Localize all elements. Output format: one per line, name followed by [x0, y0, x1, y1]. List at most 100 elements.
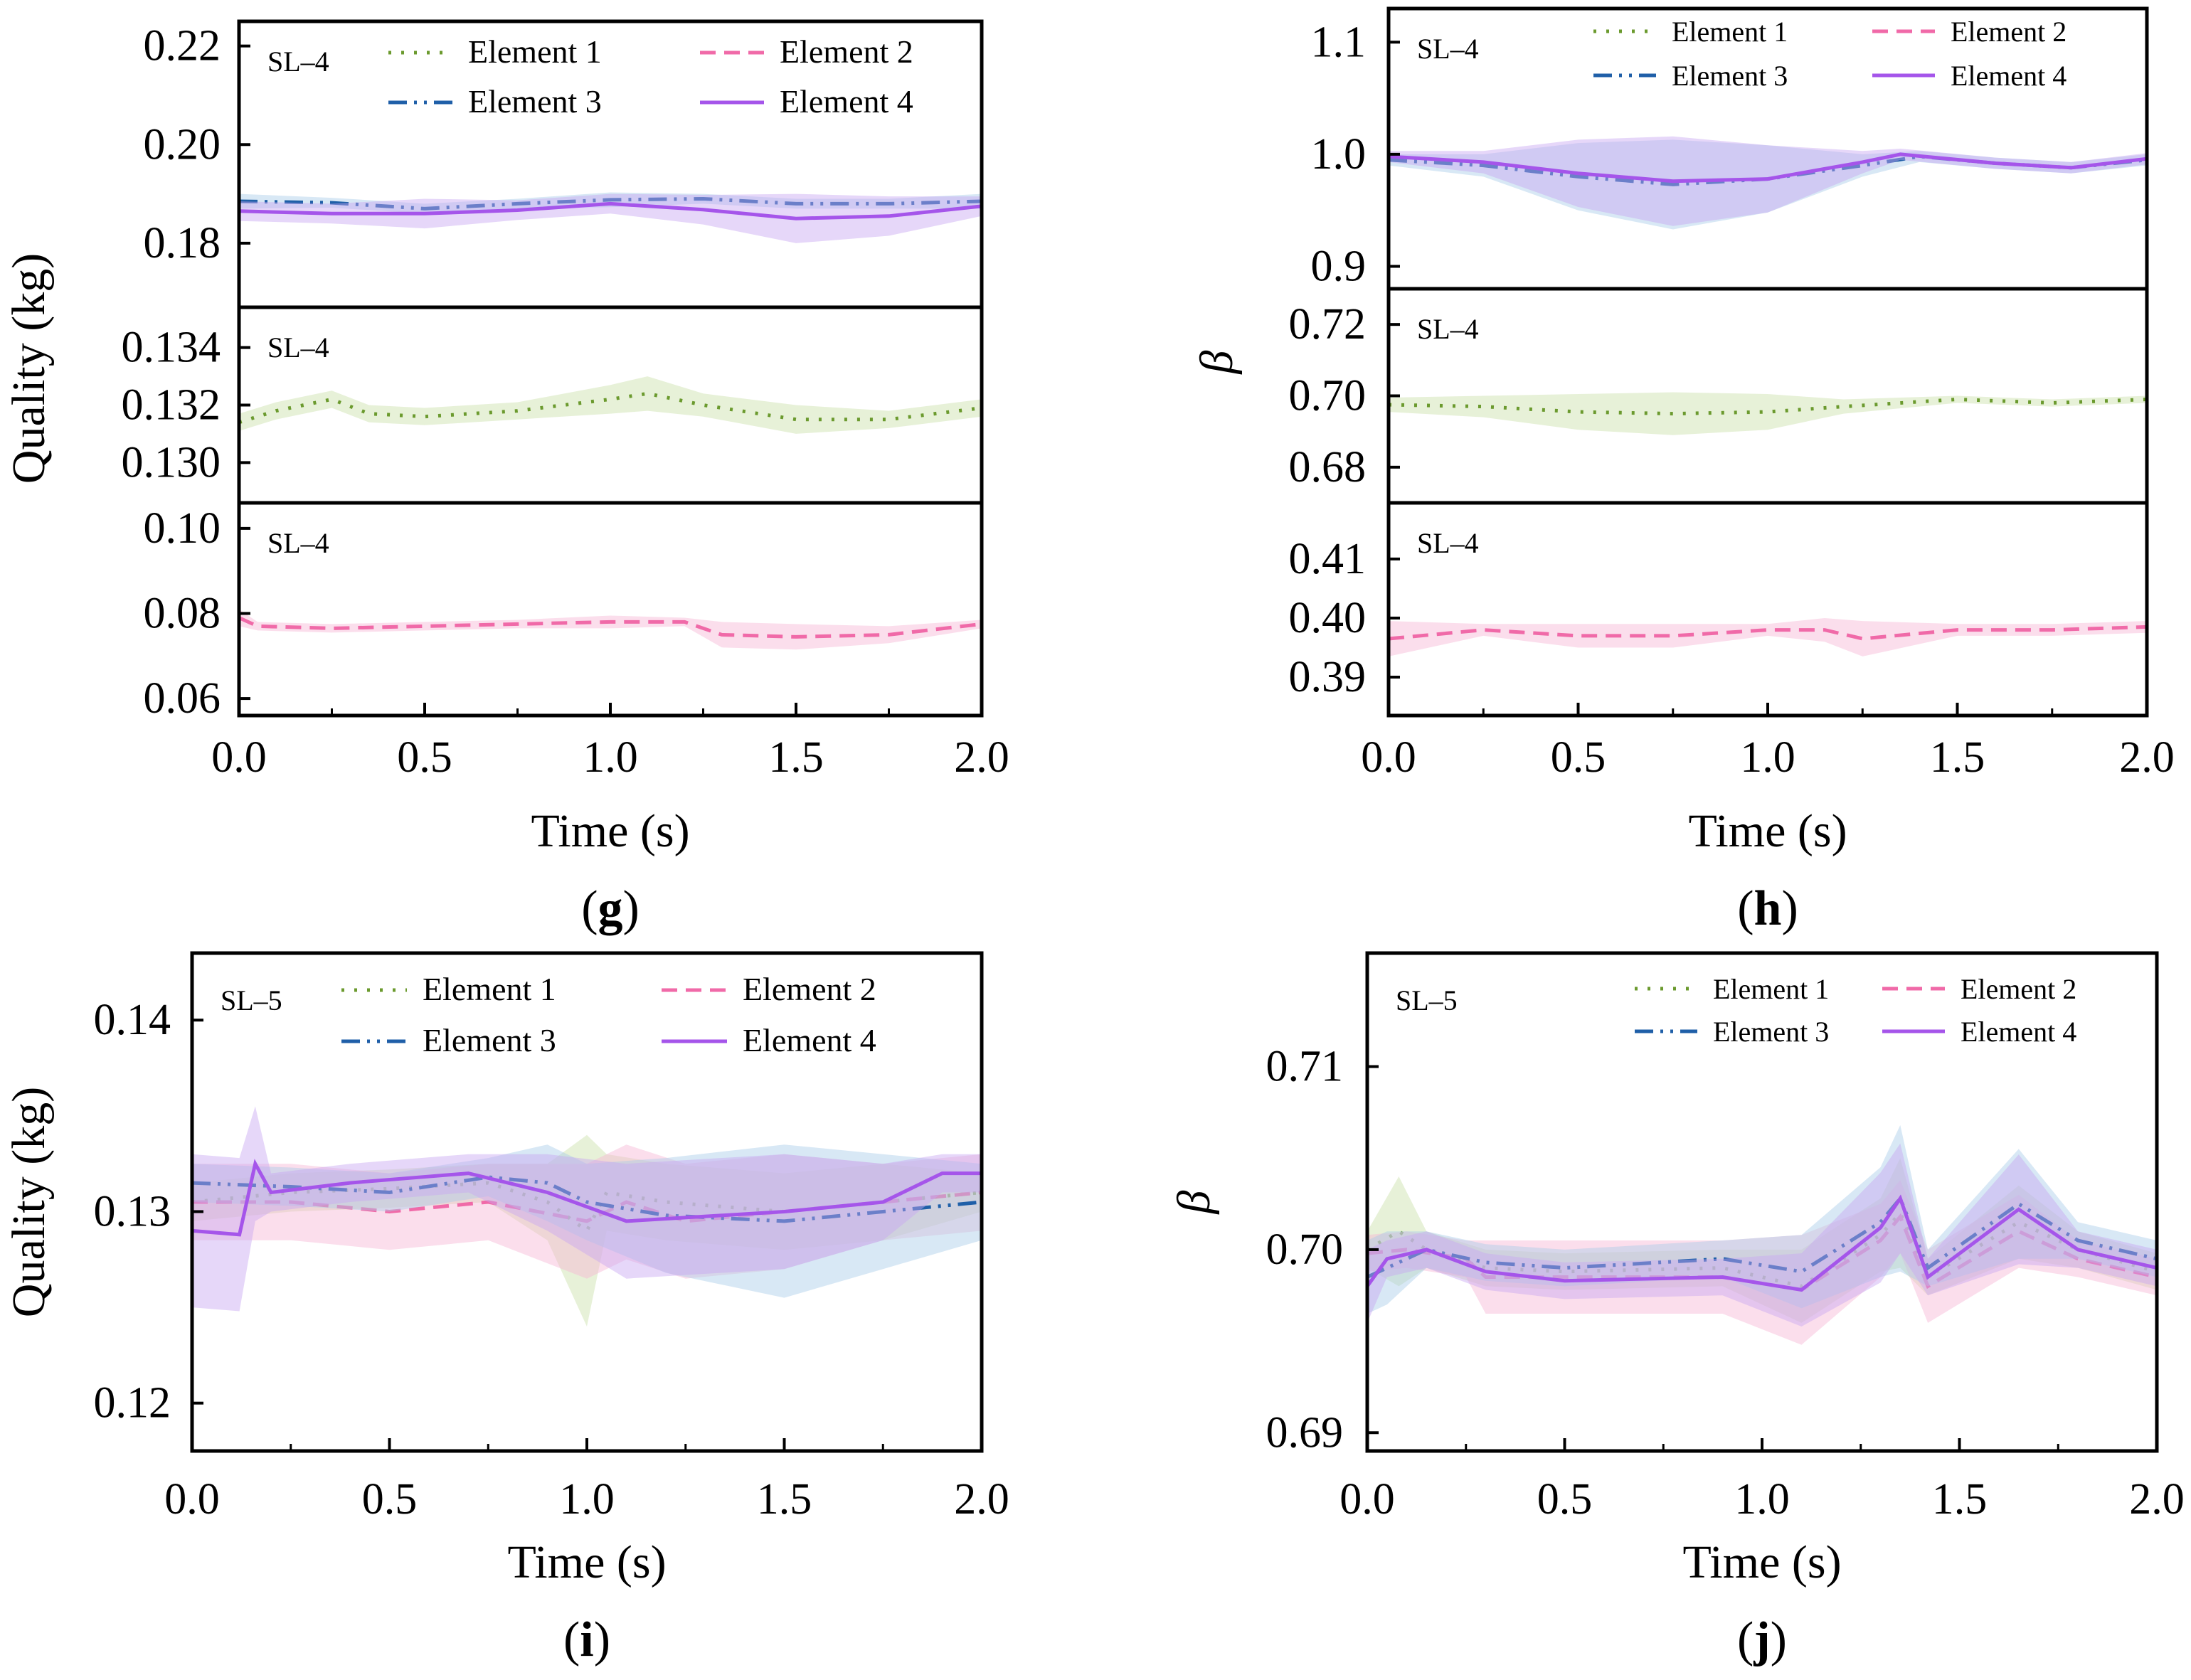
panel-tag-open: ( — [581, 881, 598, 936]
subplot-g-1: 0.18 0.20 0.22 SL–4 Element 1 Element 2 Elemen… — [144, 19, 984, 309]
element-3-line — [238, 196, 982, 211]
subplot-g-3: 0.06 0.08 0.10 SL–4 — [144, 501, 984, 723]
legend-label: Element 3 — [423, 1022, 556, 1058]
x-tick-label: 0.0 — [211, 733, 267, 782]
panel-tag-letter: h — [1754, 881, 1782, 936]
plot-frame — [237, 501, 984, 718]
x-axis-title: Time (s) — [531, 805, 689, 857]
series-set-label: SL–4 — [1417, 33, 1479, 65]
legend-label: Element 1 — [423, 971, 556, 1007]
chart-panel-h: 0.9 1.0 1.1 SL–4 Element 1 Element 2 Element 3… — [1191, 6, 2175, 936]
element-2-band — [1389, 618, 2147, 656]
x-tick-label: 0.0 — [164, 1475, 220, 1524]
y-tick-label: 0.70 — [1266, 1226, 1344, 1274]
element-4-line — [1388, 152, 2148, 184]
element-1-band — [1389, 392, 2147, 435]
x-tick-label: 0.5 — [397, 733, 452, 782]
x-tick-label: 2.0 — [954, 733, 1009, 782]
series-set-label: SL–5 — [221, 984, 282, 1016]
y-tick-label: 1.0 — [1311, 130, 1367, 179]
series-set-label: SL–4 — [1417, 527, 1479, 559]
element-3-band — [192, 1144, 982, 1298]
chart-panel-i: 0.12 0.13 0.14 0.0 0.5 1.0 1.5 2.0 SL–5 Element 1… — [3, 951, 1009, 1667]
element-2-band — [239, 609, 982, 650]
panel-tag: (g) — [581, 881, 640, 936]
element-2-line — [1388, 624, 2148, 641]
y-tick-label: 0.13 — [94, 1187, 171, 1235]
y-tick-label: 0.22 — [144, 22, 221, 70]
y-tick-label: 0.69 — [1266, 1408, 1344, 1457]
x-tick-label: 1.5 — [1932, 1475, 1988, 1524]
y-axis-title: Quality (kg) — [3, 1087, 55, 1317]
x-tick-label: 2.0 — [2129, 1475, 2185, 1524]
x-axis-title: Time (s) — [507, 1536, 666, 1588]
y-tick-label: 0.14 — [94, 996, 171, 1044]
series-set-label: SL–4 — [267, 46, 329, 78]
y-tick-label: 0.132 — [122, 381, 221, 430]
x-tick-label: 1.0 — [1740, 733, 1795, 782]
element-3-line — [191, 1175, 982, 1223]
y-tick-label: 0.18 — [144, 219, 221, 267]
subplot-h-1: 0.9 1.0 1.1 SL–4 Element 1 Element 2 Element 3… — [1311, 6, 2149, 291]
x-tick-label: 0.5 — [1551, 733, 1606, 782]
legend-label: Element 1 — [1672, 16, 1788, 48]
legend-label: Element 3 — [1672, 60, 1788, 92]
panel-tag-close: ) — [594, 1612, 610, 1667]
y-tick-label: 0.41 — [1289, 535, 1367, 583]
series-set-label: SL–4 — [267, 331, 329, 363]
x-tick-label: 1.0 — [583, 733, 638, 782]
panel-tag-close: ) — [1771, 1612, 1787, 1667]
y-axis-title: β — [1191, 350, 1243, 375]
legend-label: Element 3 — [468, 83, 602, 119]
subplot-h-3: 0.39 0.40 0.41 SL–4 — [1289, 501, 2149, 718]
panel-tag-close: ) — [1781, 881, 1798, 936]
y-tick-label: 0.70 — [1289, 372, 1367, 420]
element-4-line — [1365, 1194, 2158, 1292]
y-tick-label: 0.06 — [144, 674, 221, 723]
series-set-label: SL–4 — [1417, 313, 1479, 345]
panel-tag-letter: j — [1753, 1612, 1770, 1667]
element-1-band — [239, 376, 982, 434]
y-tick-label: 0.12 — [94, 1379, 171, 1428]
x-tick-label: 1.0 — [559, 1475, 615, 1524]
legend-label: Element 4 — [1961, 1016, 2076, 1048]
series-set-label: SL–4 — [267, 527, 329, 559]
element-2-band — [1367, 1180, 2157, 1345]
panel-tag-close: ) — [623, 881, 640, 936]
element-1-line — [1366, 1209, 2158, 1289]
subplot-g-2: 0.130 0.132 0.134 SL–4 — [122, 305, 984, 505]
element-4-band — [192, 1106, 982, 1312]
panel-tag-letter: g — [598, 881, 623, 936]
panel-tag-open: ( — [563, 1612, 580, 1667]
legend-label: Element 2 — [1961, 973, 2076, 1005]
element-3-band — [1367, 1125, 2157, 1314]
legend-label: Element 2 — [780, 33, 913, 70]
element-4-band — [239, 193, 982, 243]
panel-tag-letter: i — [580, 1612, 593, 1667]
panel-tag-open: ( — [1737, 881, 1754, 936]
legend-label: Element 1 — [1713, 973, 1829, 1005]
y-tick-label: 0.134 — [122, 324, 221, 372]
legend-label: Element 2 — [1951, 16, 2067, 48]
subplot-h-2: 0.68 0.70 0.72 SL–4 — [1289, 287, 2149, 505]
chart-panel-j: 0.69 0.70 0.71 0.0 0.5 1.0 1.5 2.0 SL–5 Element 1… — [1168, 951, 2185, 1667]
y-tick-label: 1.1 — [1311, 18, 1367, 66]
y-axis-title: Quality (kg) — [3, 253, 55, 484]
y-axis-title: β — [1168, 1190, 1220, 1215]
legend-label: Element 4 — [1951, 60, 2067, 92]
legend-label: Element 4 — [743, 1022, 876, 1058]
y-tick-label: 0.20 — [144, 120, 221, 169]
x-axis-title: Time (s) — [1688, 805, 1847, 857]
y-tick-label: 0.40 — [1289, 594, 1367, 642]
panel-tag-open: ( — [1737, 1612, 1754, 1667]
x-tick-label: 2.0 — [2119, 733, 2175, 782]
legend-label: Element 2 — [743, 971, 876, 1007]
x-tick-label: 1.0 — [1734, 1475, 1790, 1524]
x-tick-label: 1.5 — [757, 1475, 812, 1524]
x-tick-label: 0.0 — [1339, 1475, 1395, 1524]
chart-panel-g: 0.18 0.20 0.22 SL–4 Element 1 Element 2 Elemen… — [3, 19, 1009, 936]
x-tick-label: 0.5 — [362, 1475, 418, 1524]
element-4-line — [238, 201, 982, 220]
y-tick-label: 0.9 — [1311, 242, 1367, 290]
